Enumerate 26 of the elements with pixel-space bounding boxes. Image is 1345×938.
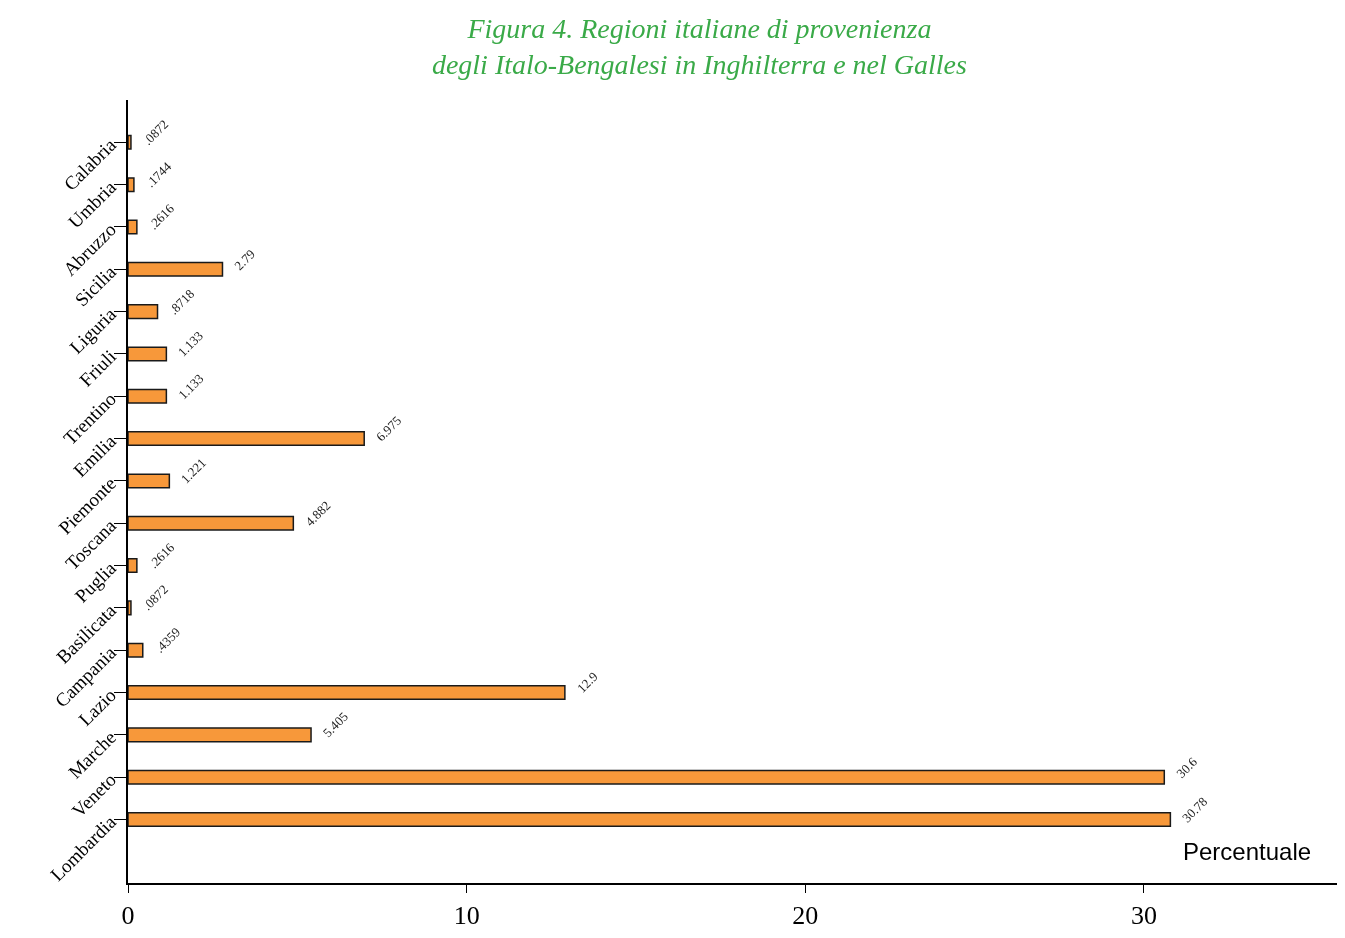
bar <box>128 346 168 362</box>
bar <box>128 261 224 277</box>
x-tick-label: 10 <box>453 900 480 930</box>
x-tick-label: 0 <box>121 900 135 930</box>
x-axis-title: Percentuale <box>1183 838 1312 865</box>
bar <box>128 388 168 404</box>
chart-title: Figura 4. Regioni italiane di provenienza degli Italo-Bengalesi in Inghilterra e nel Galles <box>431 12 967 80</box>
bar <box>128 219 138 235</box>
bar <box>128 558 138 574</box>
bar <box>128 642 144 658</box>
bar <box>128 177 135 193</box>
x-tick-label: 30 <box>1130 900 1157 930</box>
bar <box>128 811 1172 828</box>
bar <box>128 727 312 743</box>
bar <box>128 685 566 701</box>
bar <box>128 304 159 320</box>
bar <box>128 431 365 447</box>
x-tick-label: 20 <box>792 900 819 930</box>
bar <box>128 134 132 150</box>
bar <box>128 473 171 489</box>
bar <box>128 515 295 531</box>
bar <box>128 769 1166 785</box>
data-label: 2.79 <box>231 246 258 274</box>
data-label: 30.6 <box>1173 753 1201 781</box>
bar <box>128 600 132 616</box>
data-label: 12.9 <box>573 668 601 696</box>
